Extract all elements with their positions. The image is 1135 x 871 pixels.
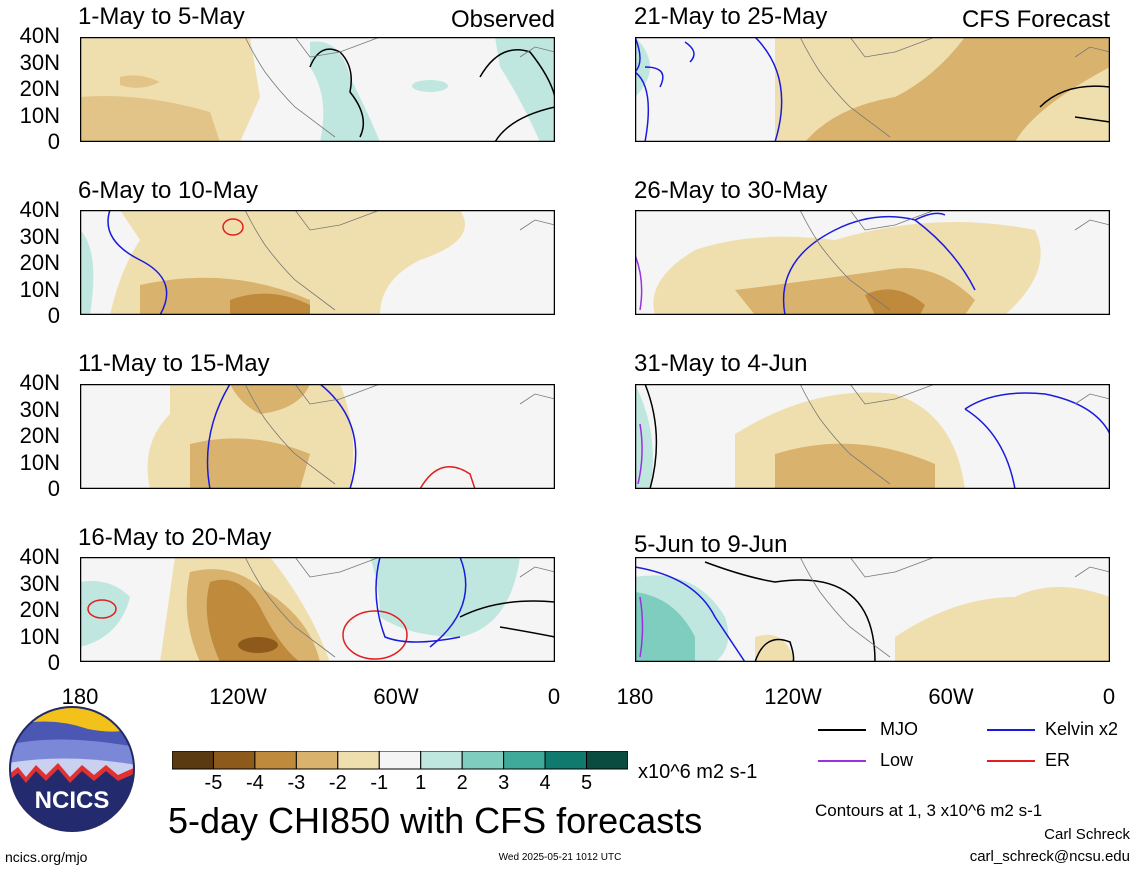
colorbar <box>171 750 629 778</box>
logo-text: NCICS <box>34 787 110 814</box>
y-tick: 30N <box>19 397 60 422</box>
legend-low-line <box>818 760 866 762</box>
timestamp: Wed 2025-05-21 1012 UTC <box>498 852 622 863</box>
colorbar-label: 4 <box>539 772 551 794</box>
colorbar-swatch <box>254 750 297 770</box>
y-tick: 40N <box>19 197 60 222</box>
contours-note: Contours at 1, 3 x10^6 m2 s-1 <box>815 801 1043 820</box>
legend-kelvin-line <box>987 729 1035 731</box>
y-tick: 0 <box>47 303 60 328</box>
colorbar-swatch <box>378 750 422 770</box>
legend-kelvin-label: Kelvin x2 <box>1045 719 1119 739</box>
colorbar-swatch <box>544 750 588 770</box>
main-title: 5-day CHI850 with CFS forecasts <box>168 800 703 841</box>
author-email: carl_schreck@ncsu.edu <box>969 848 1130 865</box>
y-tick: 10N <box>19 103 60 128</box>
y-tick: 20N <box>19 597 60 622</box>
colorbar-label: 5 <box>580 772 593 794</box>
x-tick: 120W <box>209 684 267 709</box>
panel-title-7: 31-May to 4-Jun <box>634 350 808 377</box>
website-link[interactable]: ncics.org/mjo <box>5 849 88 865</box>
map-panel-7 <box>635 384 1110 489</box>
y-tick: 30N <box>19 571 60 596</box>
map-panel-2 <box>80 210 555 315</box>
legend-mjo-label: MJO <box>880 719 918 739</box>
colorbar-label: 1 <box>415 772 427 794</box>
map-panel-8 <box>635 557 1110 662</box>
panel-title-3: 11-May to 15-May <box>78 350 270 377</box>
panel-title-5: 21-May to 25-May <box>634 3 828 30</box>
colorbar-swatch <box>337 750 380 770</box>
author-name: Carl Schreck <box>1044 826 1130 843</box>
panel-title-8: 5-Jun to 9-Jun <box>634 531 788 558</box>
y-tick: 40N <box>19 23 60 48</box>
colorbar-label: -3 <box>287 772 306 794</box>
colorbar-swatch <box>171 750 214 770</box>
colorbar-label: 2 <box>456 772 468 794</box>
legend-mjo-line <box>818 729 866 731</box>
y-tick: 40N <box>19 544 60 569</box>
legend-er-label: ER <box>1045 750 1071 770</box>
y-tick: 10N <box>19 624 60 649</box>
colorbar-swatch <box>586 750 629 770</box>
colorbar-label: 3 <box>498 772 510 794</box>
colorbar-swatch <box>503 750 546 770</box>
colorbar-swatch <box>212 750 256 770</box>
map-panel-6 <box>635 210 1110 315</box>
colorbar-label: -4 <box>246 772 264 794</box>
panel-label-cfs-forecast: CFS Forecast <box>961 6 1110 33</box>
y-tick: 30N <box>19 224 60 249</box>
map-panel-3 <box>80 384 555 489</box>
panel-title-2: 6-May to 10-May <box>78 177 259 204</box>
legend-er-line <box>987 760 1035 762</box>
x-tick: 180 <box>616 684 654 709</box>
colorbar-swatch <box>295 750 339 770</box>
x-tick: 120W <box>764 684 822 709</box>
colorbar-swatch <box>420 750 463 770</box>
colorbar-swatch <box>461 750 505 770</box>
y-tick: 40N <box>19 370 60 395</box>
colorbar-label: -5 <box>204 772 223 794</box>
y-tick: 20N <box>19 250 60 275</box>
panel-title-1: 1-May to 5-May <box>78 3 245 30</box>
x-tick: 180 <box>61 684 99 709</box>
panel-label-observed: Observed <box>450 6 555 33</box>
y-tick: 20N <box>19 76 60 101</box>
y-tick: 0 <box>47 476 60 501</box>
panel-title-6: 26-May to 30-May <box>634 177 828 204</box>
map-panel-1 <box>80 37 555 142</box>
y-tick: 30N <box>19 50 60 75</box>
map-panel-5 <box>635 37 1110 142</box>
legend-low-label: Low <box>880 750 914 770</box>
y-tick: 20N <box>19 423 60 448</box>
colorbar-units: x10^6 m2 s-1 <box>638 761 758 783</box>
map-panel-4 <box>80 557 555 662</box>
colorbar-label: -2 <box>328 772 347 794</box>
ncics-logo: NCICS <box>8 705 136 833</box>
x-tick: 60W <box>928 684 974 709</box>
y-tick: 0 <box>47 129 60 154</box>
colorbar-swatches <box>171 750 629 770</box>
x-tick: 60W <box>373 684 419 709</box>
x-tick: 0 <box>1102 684 1116 709</box>
x-tick: 0 <box>547 684 561 709</box>
y-tick: 10N <box>19 450 60 475</box>
y-tick: 0 <box>47 650 60 675</box>
panel-title-4: 16-May to 20-May <box>78 524 272 551</box>
colorbar-label: -1 <box>370 772 389 794</box>
y-tick: 10N <box>19 277 60 302</box>
